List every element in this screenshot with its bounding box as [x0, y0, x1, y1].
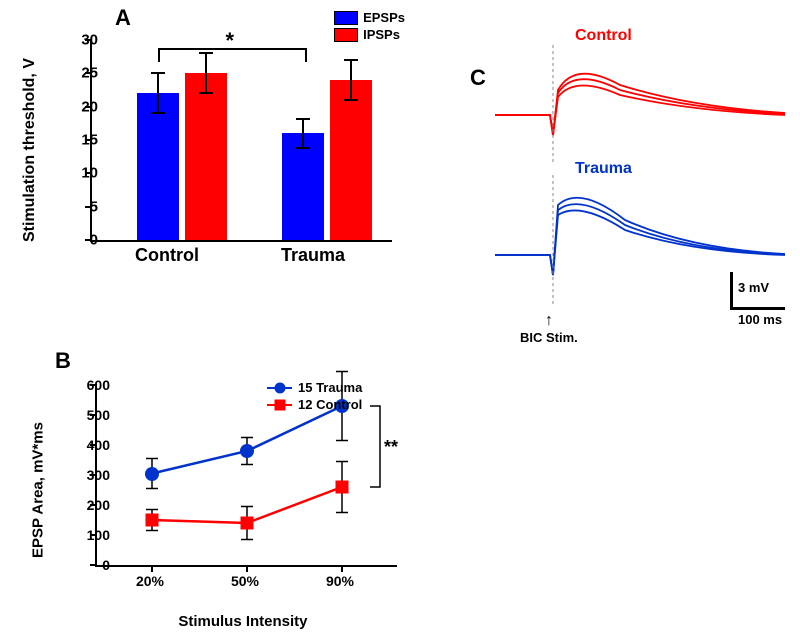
legend-label: 15 Trauma [298, 380, 362, 395]
bar-trauma-epsps [282, 133, 324, 240]
significance-stars: ** [384, 437, 398, 458]
ytick [90, 564, 97, 566]
panel-b-legend: 15 Trauma 12 Control [267, 380, 362, 414]
stim-arrow: ↑ [545, 312, 553, 330]
significance-star: * [226, 28, 235, 54]
xtick [151, 565, 153, 572]
panel-b-ylabel: EPSP Area, mV*ms [30, 422, 47, 558]
panel-c-label: C [470, 65, 486, 91]
yticklabel: 500 [87, 407, 110, 423]
xtick [246, 565, 248, 572]
legend-label: 12 Control [298, 397, 362, 412]
xticklabel: 90% [326, 573, 354, 589]
marker-square [241, 517, 254, 530]
bar-control-ipsps [185, 73, 227, 240]
panel-a: A Stimulation threshold, V EPSPs IPSPs *… [40, 10, 410, 290]
legend-item: 15 Trauma [267, 380, 362, 395]
yticklabel: 20 [81, 98, 98, 115]
yticklabel: 0 [102, 557, 110, 573]
yticklabel: 200 [87, 497, 110, 513]
marker-square [146, 514, 159, 527]
panel-b-label: B [55, 348, 71, 374]
scalebar-horizontal [730, 307, 785, 310]
yticklabel: 0 [90, 232, 98, 249]
panel-a-group-trauma: Trauma [281, 245, 345, 266]
xticklabel: 20% [136, 573, 164, 589]
panel-b-plot: **15 Trauma12 Control [95, 385, 397, 567]
yticklabel: 100 [87, 527, 110, 543]
yticklabel: 25 [81, 65, 98, 82]
scale-x-text: 100 ms [738, 312, 782, 327]
yticklabel: 5 [90, 198, 98, 215]
yticklabel: 600 [87, 377, 110, 393]
scale-y-text: 3 mV [738, 280, 769, 295]
legend-item-epsps: EPSPs [334, 10, 405, 25]
panel-c: C Control Trauma ↑ BIC Stim. 3 mV 100 ms [470, 40, 790, 360]
panel-a-group-control: Control [135, 245, 199, 266]
panel-b: B EPSP Area, mV*ms **15 Trauma12 Control… [40, 360, 420, 620]
control-traces-svg [490, 45, 800, 165]
bar-trauma-ipsps [330, 80, 372, 240]
xtick [341, 565, 343, 572]
trace-label-control: Control [575, 27, 632, 45]
legend-box-blue [334, 11, 358, 25]
stim-label: BIC Stim. [520, 330, 578, 345]
marker-square [336, 481, 349, 494]
scalebar-vertical [730, 272, 733, 307]
panel-a-plot: * [90, 40, 392, 242]
panel-a-ylabel: Stimulation threshold, V [21, 58, 39, 242]
panel-a-legend: EPSPs IPSPs [334, 10, 405, 44]
yticklabel: 400 [87, 437, 110, 453]
yticklabel: 300 [87, 467, 110, 483]
panel-a-label: A [115, 5, 131, 31]
yticklabel: 30 [81, 32, 98, 49]
legend-label-epsps: EPSPs [363, 10, 405, 25]
marker-circle [240, 444, 254, 458]
yticklabel: 10 [81, 165, 98, 182]
yticklabel: 15 [81, 132, 98, 149]
panel-b-xlabel: Stimulus Intensity [178, 613, 307, 630]
legend-item: 12 Control [267, 397, 362, 412]
marker-circle [145, 467, 159, 481]
xticklabel: 50% [231, 573, 259, 589]
bar-control-epsps [137, 93, 179, 240]
